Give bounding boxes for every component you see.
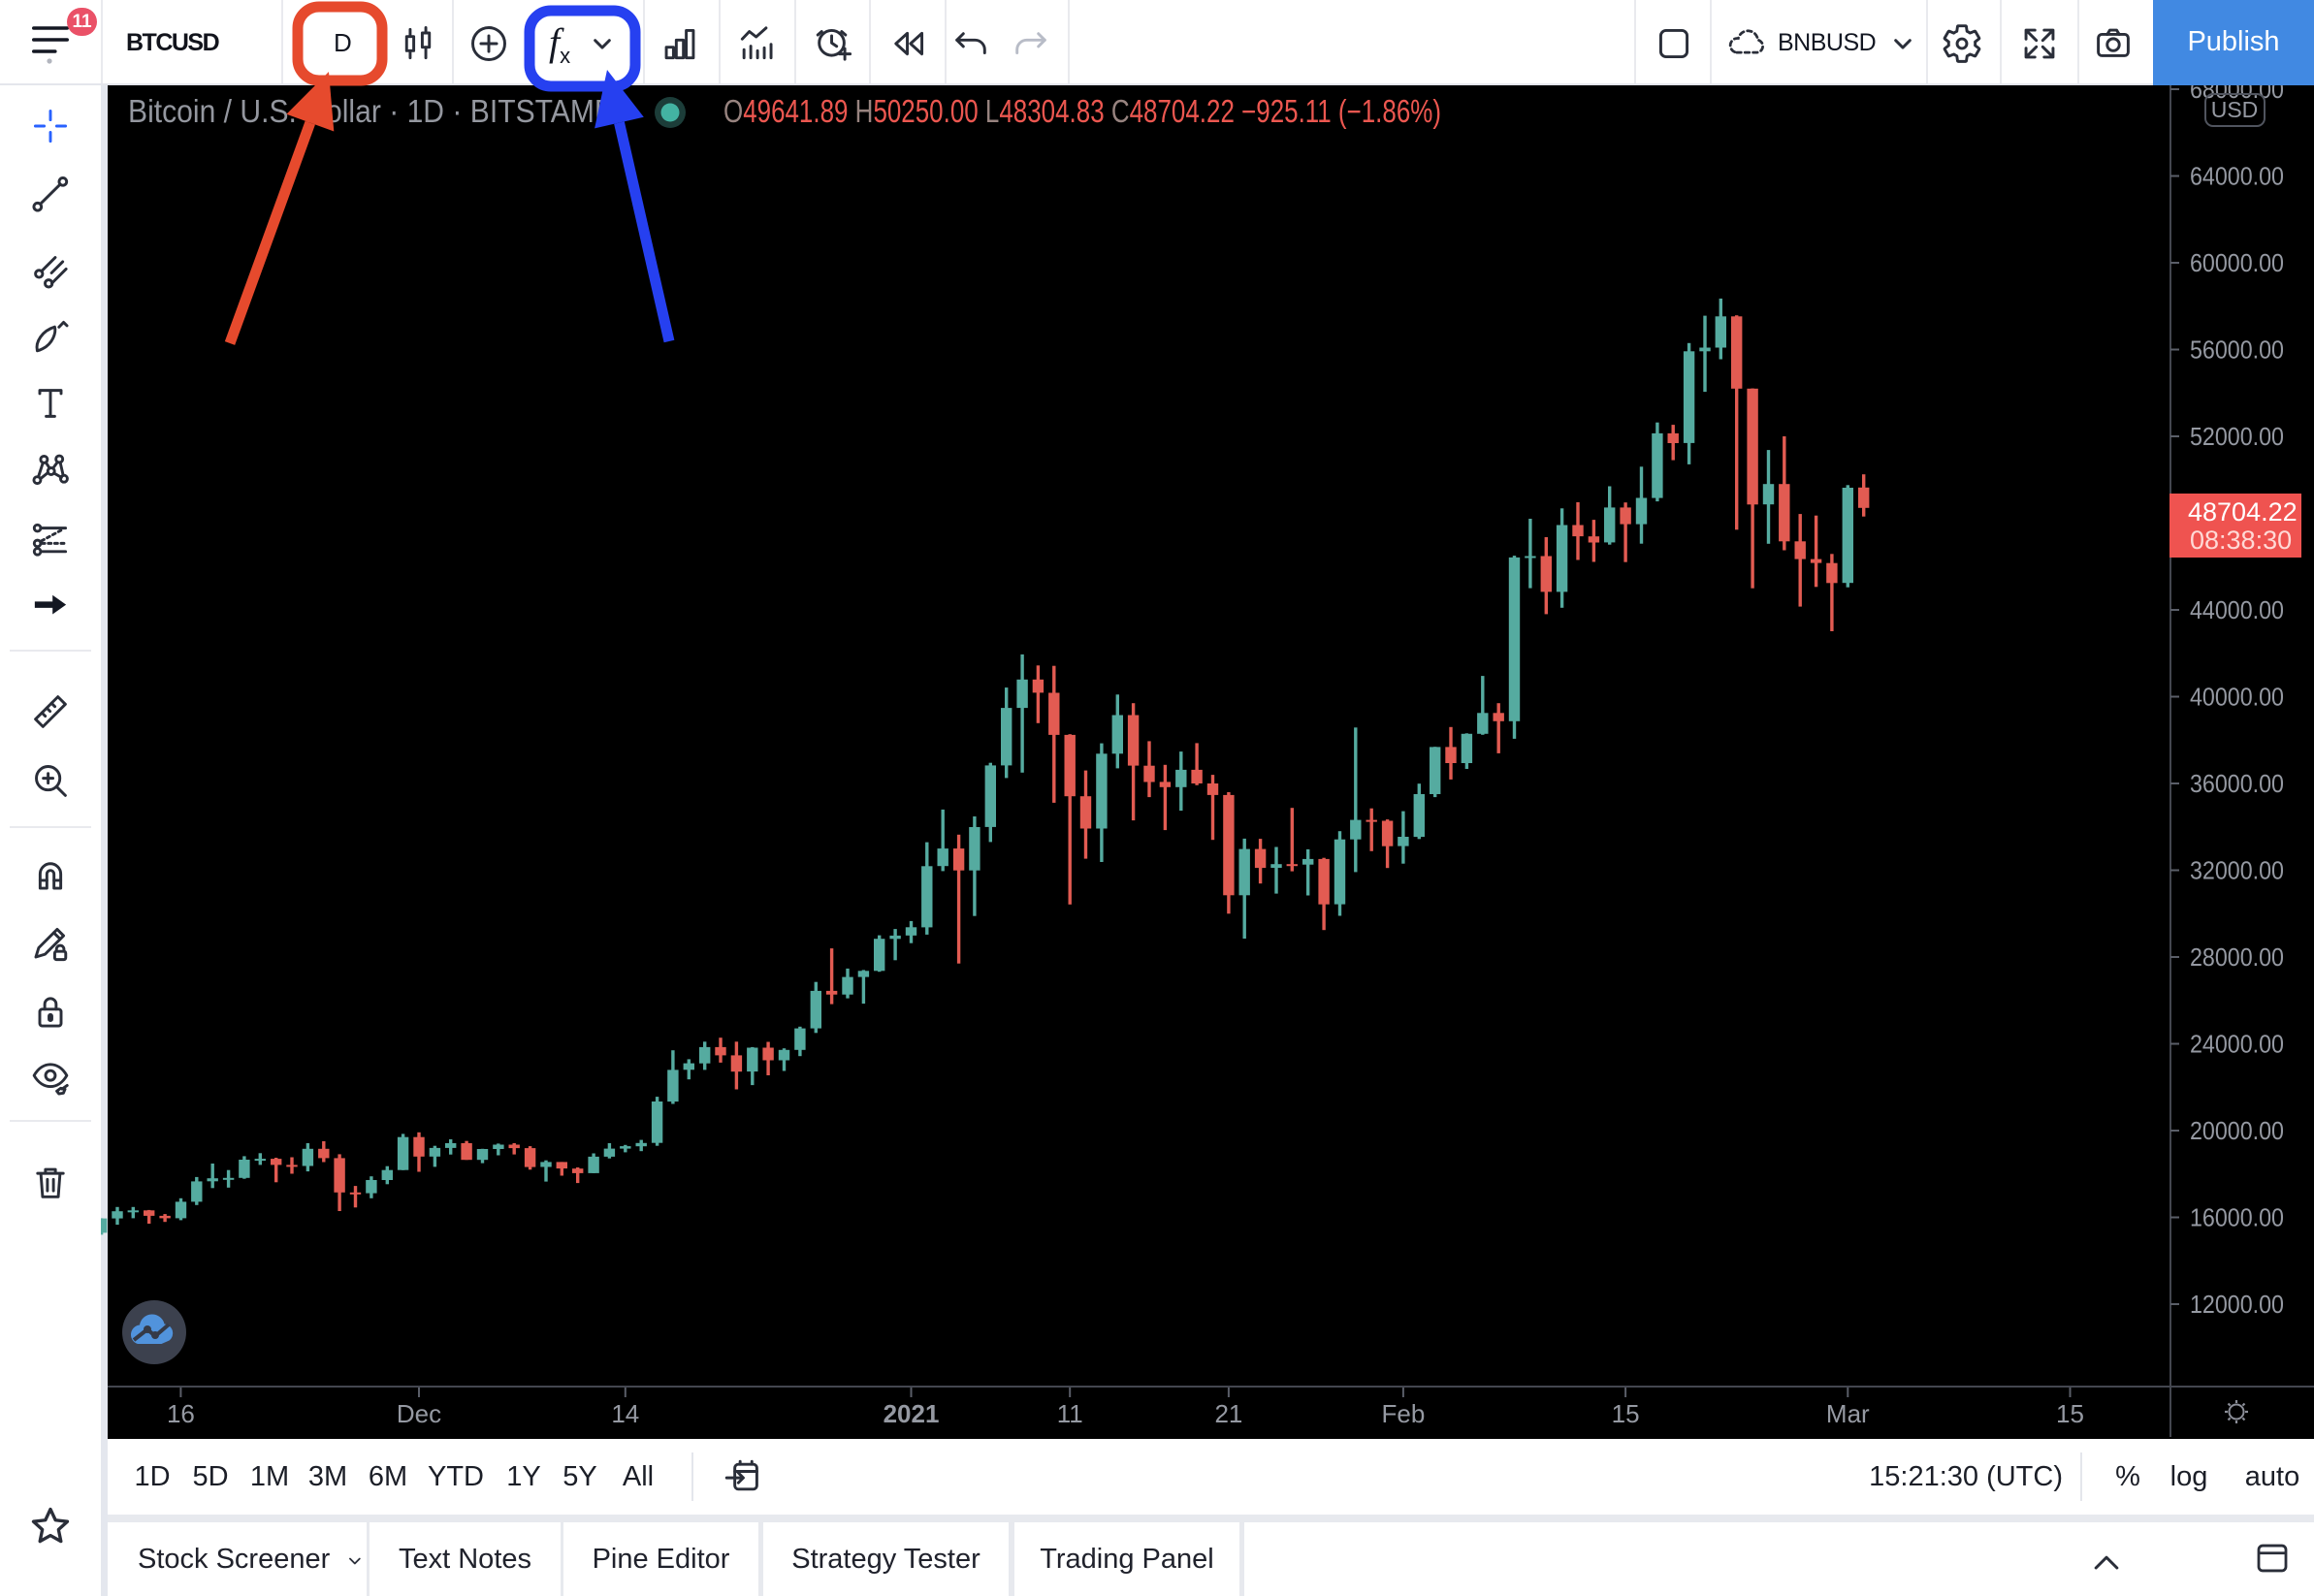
svg-text:48000.00: 48000.00 xyxy=(2190,509,2284,538)
svg-text:Mar: Mar xyxy=(1826,1399,1870,1428)
svg-text:21: 21 xyxy=(1214,1399,1242,1428)
svg-text:16: 16 xyxy=(167,1399,195,1428)
svg-text:2021: 2021 xyxy=(884,1399,940,1428)
svg-text:12000.00: 12000.00 xyxy=(2190,1290,2284,1319)
svg-text:Dec: Dec xyxy=(397,1399,441,1428)
svg-text:11: 11 xyxy=(1057,1399,1083,1428)
svg-text:15: 15 xyxy=(1612,1399,1640,1428)
svg-text:20000.00: 20000.00 xyxy=(2190,1116,2284,1145)
svg-text:24000.00: 24000.00 xyxy=(2190,1030,2284,1059)
svg-text:44000.00: 44000.00 xyxy=(2190,595,2284,624)
svg-text:Feb: Feb xyxy=(1381,1399,1425,1428)
svg-text:15: 15 xyxy=(2056,1399,2084,1428)
svg-text:USD: USD xyxy=(2211,97,2259,122)
svg-text:64000.00: 64000.00 xyxy=(2190,162,2284,191)
svg-text:28000.00: 28000.00 xyxy=(2190,942,2284,972)
svg-text:32000.00: 32000.00 xyxy=(2190,856,2284,885)
svg-text:48704.22: 48704.22 xyxy=(2188,497,2298,527)
svg-text:56000.00: 56000.00 xyxy=(2190,335,2284,365)
svg-text:Bitcoin / U.S. Dollar · 1D · B: Bitcoin / U.S. Dollar · 1D · BITSTAMP xyxy=(128,93,614,129)
svg-text:40000.00: 40000.00 xyxy=(2190,683,2284,712)
svg-text:60000.00: 60000.00 xyxy=(2190,248,2284,277)
svg-text:08:38:30: 08:38:30 xyxy=(2190,526,2292,555)
svg-text:14: 14 xyxy=(611,1399,639,1428)
svg-text:52000.00: 52000.00 xyxy=(2190,422,2284,451)
svg-text:36000.00: 36000.00 xyxy=(2190,769,2284,798)
svg-text:O49641.89 H50250.00 L48304.83: O49641.89 H50250.00 L48304.83 C48704.22 … xyxy=(723,93,1441,129)
svg-text:16000.00: 16000.00 xyxy=(2190,1203,2284,1232)
